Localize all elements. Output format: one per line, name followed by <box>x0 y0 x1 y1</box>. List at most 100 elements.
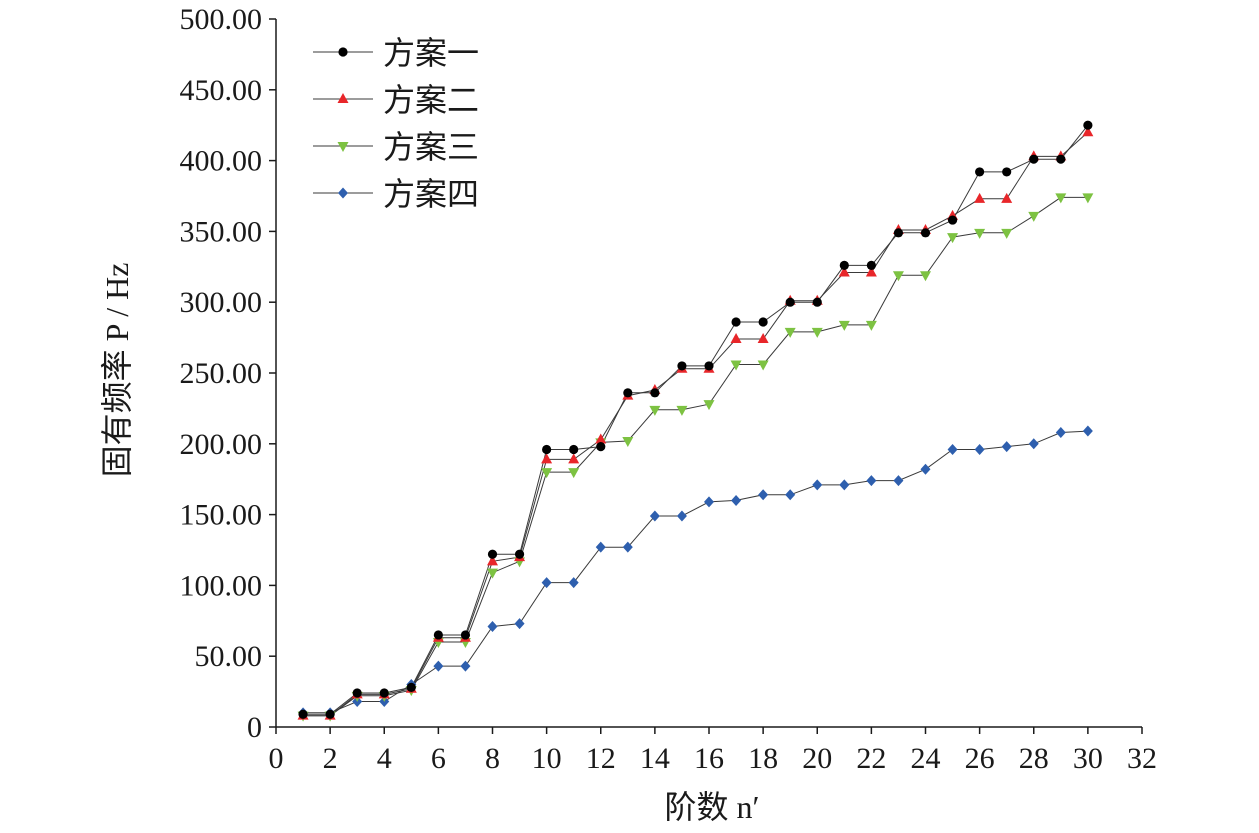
x-tick-label: 2 <box>323 742 338 775</box>
data-point <box>487 568 498 579</box>
legend-label: 方案一 <box>383 35 479 71</box>
x-tick-label: 14 <box>640 742 670 775</box>
data-point <box>1055 426 1066 438</box>
y-axis-title: 固有频率 P / Hz <box>99 263 135 478</box>
x-tick-label: 12 <box>586 742 616 775</box>
data-point <box>568 577 579 589</box>
data-point <box>947 443 958 455</box>
data-point <box>1028 438 1039 450</box>
axes: 0 2 4 6 8 10 12 14 16 18 20 22 24 26 28 30 32050.00100.0… <box>180 3 1158 775</box>
data-point <box>379 688 389 698</box>
data-point <box>920 271 931 282</box>
x-axis-title: 阶数 n′ <box>664 789 759 825</box>
x-tick-label: 18 <box>748 742 778 775</box>
y-tick-label: 300.00 <box>180 286 263 319</box>
data-point <box>487 620 498 632</box>
data-point <box>757 333 769 344</box>
data-point <box>730 360 742 371</box>
data-point <box>325 709 335 719</box>
y-tick-label: 250.00 <box>180 357 263 390</box>
data-point <box>838 266 850 277</box>
data-point <box>352 688 362 698</box>
data-point <box>1001 228 1013 239</box>
data-point <box>541 468 553 479</box>
data-point <box>1002 167 1012 177</box>
legend-marker <box>338 187 348 199</box>
data-point <box>514 549 525 559</box>
data-point <box>649 510 660 522</box>
x-tick-label: 30 <box>1073 742 1103 775</box>
data-point <box>975 167 985 177</box>
data-point <box>784 327 796 338</box>
data-point <box>541 577 552 589</box>
data-point <box>704 361 714 371</box>
data-point <box>1082 425 1093 437</box>
data-point <box>947 215 958 225</box>
data-point <box>703 400 715 411</box>
y-tick-label: 500.00 <box>180 3 263 36</box>
data-point <box>514 618 525 630</box>
data-point <box>731 317 741 327</box>
data-point <box>838 320 850 331</box>
legend-marker <box>337 93 349 103</box>
data-point <box>542 444 552 455</box>
data-point <box>568 453 580 464</box>
y-tick-label: 450.00 <box>180 74 263 107</box>
data-point <box>487 549 498 559</box>
data-point <box>623 388 633 398</box>
data-point <box>839 260 849 270</box>
x-tick-label: 8 <box>485 742 500 775</box>
data-point <box>947 233 959 244</box>
y-tick-label: 350.00 <box>180 215 263 248</box>
data-point <box>676 405 688 416</box>
data-point <box>622 436 634 447</box>
data-point <box>893 228 904 238</box>
data-point <box>758 489 769 501</box>
data-point <box>731 494 742 506</box>
legend-label: 方案二 <box>383 82 479 118</box>
data-point <box>1001 441 1012 453</box>
data-point <box>1055 193 1067 204</box>
data-point <box>974 228 986 239</box>
data-point <box>811 327 823 338</box>
x-tick-label: 26 <box>965 742 995 775</box>
data-point <box>568 468 580 479</box>
x-tick-label: 10 <box>532 742 562 775</box>
data-point <box>406 682 416 692</box>
data-point <box>1001 192 1013 203</box>
series-line <box>303 196 1088 717</box>
data-point <box>920 228 931 238</box>
y-tick-label: 400.00 <box>180 145 263 178</box>
data-point <box>649 405 661 416</box>
x-tick-label: 28 <box>1019 742 1049 775</box>
data-point <box>866 260 876 270</box>
data-point <box>677 361 687 371</box>
x-tick-label: 4 <box>377 742 392 775</box>
data-point <box>920 463 931 475</box>
x-tick-label: 32 <box>1127 742 1157 775</box>
data-point <box>595 433 607 444</box>
data-point <box>1082 126 1094 137</box>
data-point <box>812 297 822 307</box>
data-point <box>569 444 579 455</box>
data-point <box>892 271 904 282</box>
data-point <box>1056 154 1066 164</box>
data-point <box>757 360 769 371</box>
data-point <box>596 442 606 452</box>
y-tick-label: 150.00 <box>180 499 263 532</box>
x-tick-label: 16 <box>694 742 724 775</box>
y-tick-label: 50.00 <box>195 640 263 673</box>
data-point <box>974 192 986 203</box>
series-lines <box>303 124 1089 717</box>
data-point <box>866 475 877 487</box>
y-tick-label: 200.00 <box>180 428 263 461</box>
data-point <box>1028 211 1040 222</box>
legend-marker <box>338 47 348 57</box>
data-point <box>487 555 498 566</box>
data-point <box>1082 193 1094 204</box>
data-point <box>704 496 714 508</box>
data-point <box>595 541 606 553</box>
data-point <box>785 297 795 307</box>
y-tick-label: 100.00 <box>180 569 263 602</box>
